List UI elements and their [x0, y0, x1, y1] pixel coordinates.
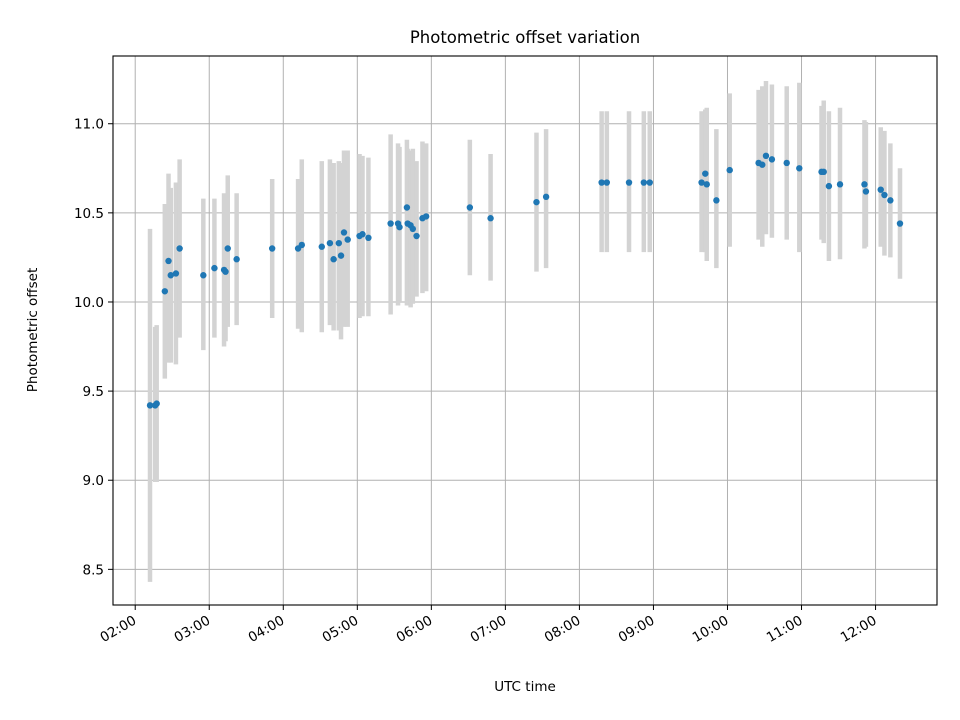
data-point — [330, 256, 337, 263]
data-point — [820, 168, 827, 176]
x-axis-label: UTC time — [494, 679, 556, 695]
data-point — [466, 204, 474, 211]
data-point — [646, 179, 653, 186]
y-tick-label: 9.5 — [83, 384, 104, 400]
data-point — [387, 220, 394, 227]
data-point — [726, 166, 733, 174]
y-tick-label: 11.0 — [74, 117, 104, 133]
data-point — [359, 231, 366, 238]
data-point — [200, 272, 207, 279]
data-point — [413, 232, 420, 240]
data-point — [161, 288, 169, 295]
data-point — [165, 257, 172, 265]
data-point — [759, 161, 766, 168]
data-point — [836, 181, 844, 188]
data-point — [796, 165, 803, 172]
y-tick-label: 9.0 — [83, 473, 104, 489]
data-point — [713, 197, 720, 204]
data-point — [702, 170, 709, 177]
data-point — [598, 179, 605, 186]
data-point — [268, 245, 276, 252]
data-point — [153, 400, 160, 407]
data-point — [783, 159, 790, 167]
data-point — [176, 245, 183, 252]
data-point — [861, 181, 868, 188]
data-point — [403, 204, 411, 211]
y-tick-label: 10.5 — [74, 206, 104, 222]
data-point — [768, 156, 776, 163]
y-tick-label: 10.0 — [74, 295, 104, 311]
data-points — [146, 152, 904, 409]
data-point — [887, 197, 894, 204]
data-point — [335, 239, 343, 247]
data-point — [896, 220, 904, 227]
y-axis-ticks: 8.5 9.0 9.5 10.0 10.5 11.0 — [74, 117, 113, 578]
data-point — [825, 182, 833, 190]
data-point — [603, 179, 611, 186]
data-point — [698, 179, 705, 186]
data-point — [422, 213, 430, 220]
grid — [113, 56, 937, 605]
plot-frame — [112, 55, 938, 606]
data-point — [862, 188, 870, 195]
data-point — [344, 236, 351, 243]
data-point — [167, 272, 174, 279]
data-point — [409, 225, 417, 233]
data-point — [146, 402, 154, 409]
y-axis-label: Photometric offset — [25, 268, 41, 392]
y-tick-label: 8.5 — [83, 562, 104, 578]
data-point — [396, 223, 403, 231]
data-point — [542, 193, 550, 201]
data-point — [326, 239, 334, 247]
data-point — [487, 215, 494, 222]
data-point — [222, 268, 229, 275]
data-point — [233, 256, 240, 263]
data-point — [703, 181, 710, 188]
data-point — [340, 229, 348, 236]
data-point — [172, 270, 180, 277]
data-point — [625, 179, 633, 186]
data-point — [365, 234, 372, 242]
data-point — [318, 243, 325, 250]
data-point — [762, 152, 770, 160]
chart-title: Photometric offset variation — [410, 28, 640, 47]
data-point — [533, 198, 540, 206]
data-point — [211, 264, 218, 272]
data-point — [640, 179, 648, 186]
data-point — [881, 191, 888, 199]
data-point — [298, 241, 305, 249]
data-point — [224, 245, 231, 252]
data-point — [337, 252, 345, 259]
data-point — [877, 186, 884, 193]
